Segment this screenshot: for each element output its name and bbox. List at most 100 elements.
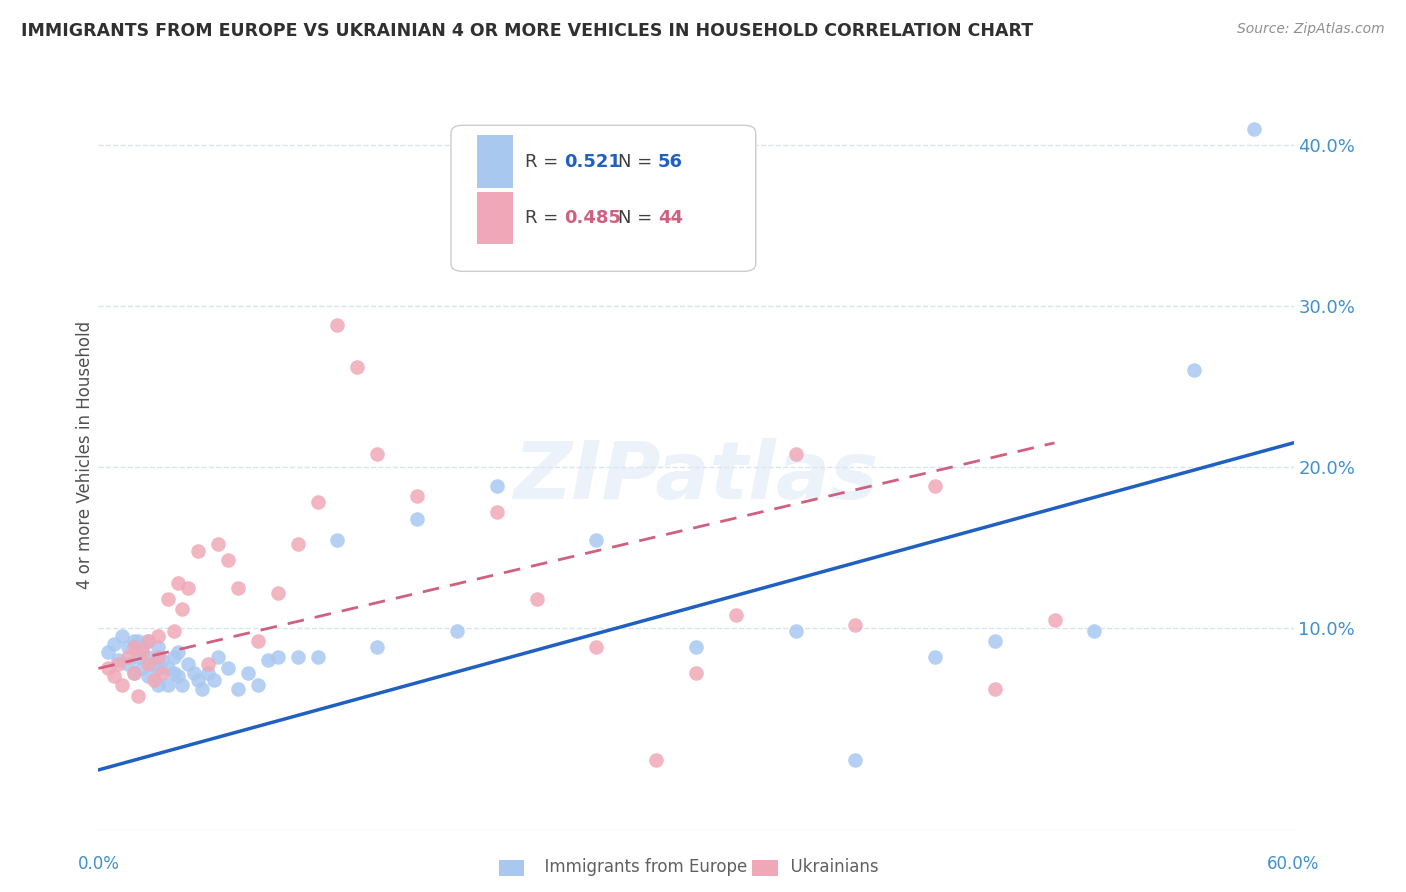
Point bbox=[124, 634, 146, 648]
Point bbox=[202, 673, 225, 687]
Point bbox=[127, 650, 149, 665]
Point bbox=[207, 650, 229, 665]
Point bbox=[136, 634, 159, 648]
Point bbox=[187, 673, 209, 687]
Point bbox=[226, 682, 249, 697]
Point bbox=[167, 576, 190, 591]
Text: N =: N = bbox=[619, 153, 658, 170]
Point bbox=[107, 657, 129, 671]
Point bbox=[124, 666, 146, 681]
Point bbox=[167, 645, 190, 659]
FancyBboxPatch shape bbox=[477, 192, 513, 244]
Point bbox=[785, 624, 807, 639]
Point bbox=[143, 673, 166, 687]
Point bbox=[685, 640, 707, 655]
Text: Immigrants from Europe: Immigrants from Europe bbox=[534, 858, 748, 876]
Point bbox=[785, 447, 807, 461]
Text: 0.485: 0.485 bbox=[565, 209, 621, 227]
Point bbox=[346, 360, 368, 375]
Point bbox=[307, 650, 329, 665]
Point bbox=[136, 650, 159, 665]
Point bbox=[1182, 363, 1205, 377]
Point bbox=[157, 592, 180, 607]
Text: R =: R = bbox=[524, 153, 564, 170]
Point bbox=[148, 640, 170, 655]
Point bbox=[183, 666, 205, 681]
Point bbox=[136, 669, 159, 683]
Point bbox=[187, 543, 209, 558]
Point bbox=[207, 537, 229, 551]
Point bbox=[307, 495, 329, 509]
Text: 60.0%: 60.0% bbox=[1267, 855, 1320, 873]
Text: 44: 44 bbox=[658, 209, 683, 227]
Point bbox=[1043, 613, 1066, 627]
Point bbox=[107, 653, 129, 667]
Point bbox=[287, 650, 309, 665]
Text: 56: 56 bbox=[658, 153, 683, 170]
Point bbox=[197, 666, 219, 681]
Text: N =: N = bbox=[619, 209, 658, 227]
Point bbox=[124, 666, 146, 681]
Point bbox=[924, 650, 946, 665]
Point bbox=[127, 634, 149, 648]
Y-axis label: 4 or more Vehicles in Household: 4 or more Vehicles in Household bbox=[76, 321, 94, 589]
Point bbox=[150, 653, 173, 667]
Point bbox=[103, 637, 125, 651]
Point bbox=[167, 669, 190, 683]
Point bbox=[724, 608, 747, 623]
Point bbox=[485, 505, 508, 519]
Point bbox=[148, 650, 170, 665]
Point bbox=[131, 661, 153, 675]
Point bbox=[366, 640, 388, 655]
Point bbox=[117, 650, 139, 665]
Text: 0.521: 0.521 bbox=[565, 153, 621, 170]
Point bbox=[136, 634, 159, 648]
Point bbox=[585, 533, 607, 547]
Point bbox=[984, 682, 1007, 697]
Point bbox=[163, 650, 186, 665]
Point bbox=[446, 624, 468, 639]
Point bbox=[366, 447, 388, 461]
Point bbox=[924, 479, 946, 493]
Point bbox=[485, 479, 508, 493]
Point bbox=[148, 677, 170, 691]
Point bbox=[111, 629, 134, 643]
Point bbox=[197, 657, 219, 671]
Point bbox=[685, 666, 707, 681]
Point bbox=[136, 657, 159, 671]
Point bbox=[163, 666, 186, 681]
Point bbox=[1083, 624, 1105, 639]
Point bbox=[127, 689, 149, 703]
Point bbox=[326, 318, 349, 333]
Point bbox=[157, 661, 180, 675]
Point bbox=[117, 640, 139, 655]
Point bbox=[143, 657, 166, 671]
Text: Source: ZipAtlas.com: Source: ZipAtlas.com bbox=[1237, 22, 1385, 37]
FancyBboxPatch shape bbox=[477, 136, 513, 188]
Point bbox=[226, 581, 249, 595]
Text: Ukrainians: Ukrainians bbox=[780, 858, 879, 876]
Point bbox=[267, 585, 290, 599]
Point bbox=[191, 682, 214, 697]
Point bbox=[256, 653, 278, 667]
Point bbox=[163, 624, 186, 639]
Point bbox=[172, 602, 194, 616]
Point bbox=[406, 489, 429, 503]
Point bbox=[150, 666, 173, 681]
Point bbox=[172, 677, 194, 691]
Point bbox=[157, 677, 180, 691]
Text: IMMIGRANTS FROM EUROPE VS UKRAINIAN 4 OR MORE VEHICLES IN HOUSEHOLD CORRELATION : IMMIGRANTS FROM EUROPE VS UKRAINIAN 4 OR… bbox=[21, 22, 1033, 40]
Point bbox=[1243, 121, 1265, 136]
Point bbox=[177, 657, 200, 671]
Point bbox=[246, 634, 269, 648]
Point bbox=[326, 533, 349, 547]
Point bbox=[97, 645, 120, 659]
Point bbox=[131, 645, 153, 659]
Point bbox=[217, 553, 239, 567]
Point bbox=[267, 650, 290, 665]
Point bbox=[844, 753, 866, 767]
Point bbox=[124, 640, 146, 655]
Point bbox=[117, 657, 139, 671]
FancyBboxPatch shape bbox=[451, 125, 756, 271]
Point bbox=[97, 661, 120, 675]
